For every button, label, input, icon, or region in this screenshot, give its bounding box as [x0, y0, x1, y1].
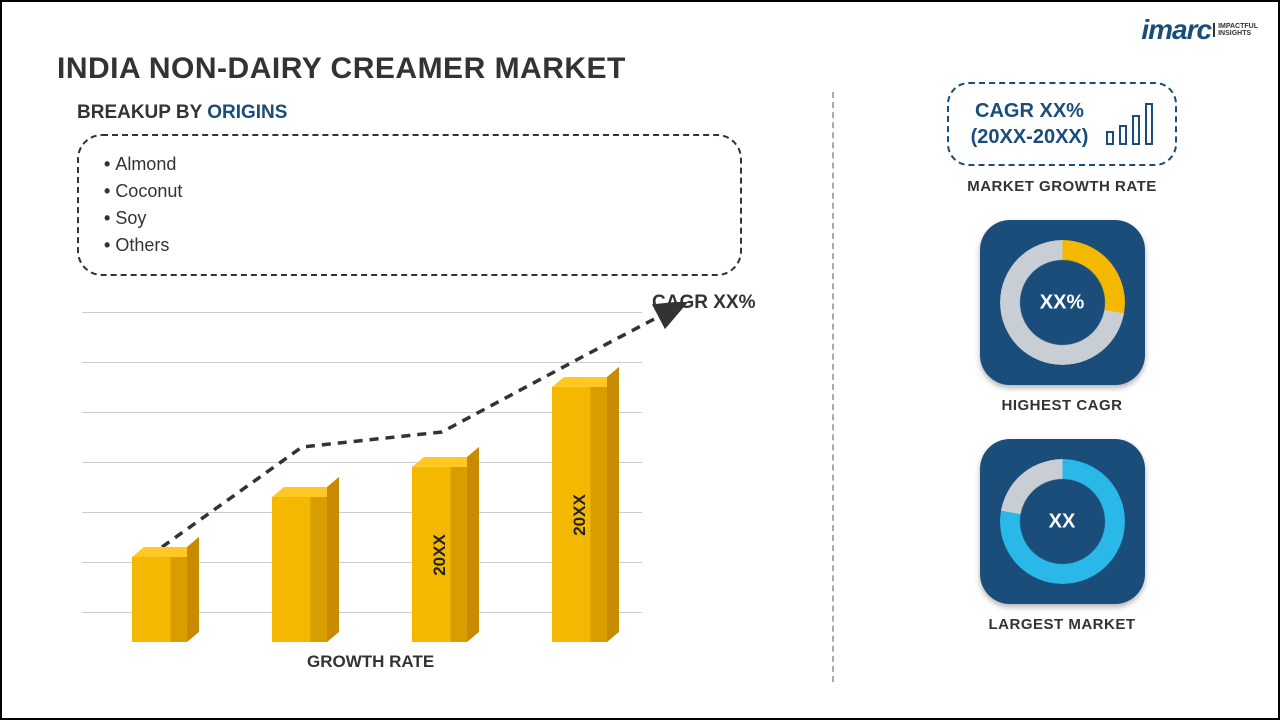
vertical-divider: [832, 92, 834, 682]
trend-label: CAGR XX%: [652, 292, 755, 314]
origin-item: Coconut: [104, 178, 715, 205]
right-column: CAGR XX% (20XX-20XX) MARKET GROWTH RATE …: [872, 82, 1252, 658]
growth-bars-icon: [1106, 103, 1153, 145]
largest-market-label: LARGEST MARKET: [989, 616, 1136, 633]
logo-tagline: IMPACTFUL INSIGHTS: [1213, 23, 1258, 37]
brand-logo: imarc IMPACTFUL INSIGHTS: [1141, 14, 1258, 46]
logo-text: imarc: [1141, 14, 1211, 46]
bar-label: 20XX: [430, 534, 450, 576]
chart-bars: 20XX 20XX: [132, 387, 607, 642]
origin-item: Soy: [104, 205, 715, 232]
chart-bar: [272, 497, 327, 642]
bar-label: 20XX: [570, 494, 590, 536]
chart-bar: 20XX: [412, 467, 467, 642]
chart-bar: 20XX: [552, 387, 607, 642]
largest-market-card: XX: [980, 439, 1145, 604]
breakup-title: BREAKUP BY ORIGINS: [77, 102, 742, 124]
growth-rate-label: MARKET GROWTH RATE: [967, 178, 1157, 195]
cagr-summary-box: CAGR XX% (20XX-20XX): [947, 82, 1178, 166]
breakup-section: BREAKUP BY ORIGINS AlmondCoconutSoyOther…: [77, 102, 742, 276]
origins-list: AlmondCoconutSoyOthers: [104, 151, 715, 259]
origins-box: AlmondCoconutSoyOthers: [77, 134, 742, 276]
chart-axis-label: GROWTH RATE: [307, 652, 434, 672]
growth-chart: CAGR XX% 20XX 20XX GROWTH RATE: [62, 292, 762, 672]
highest-cagr-card: XX%: [980, 220, 1145, 385]
origin-item: Others: [104, 232, 715, 259]
chart-bar: [132, 557, 187, 642]
origin-item: Almond: [104, 151, 715, 178]
page-title: INDIA NON-DAIRY CREAMER MARKET: [57, 52, 626, 86]
cagr-text: CAGR XX% (20XX-20XX): [971, 98, 1089, 150]
highest-cagr-label: HIGHEST CAGR: [1001, 397, 1122, 414]
